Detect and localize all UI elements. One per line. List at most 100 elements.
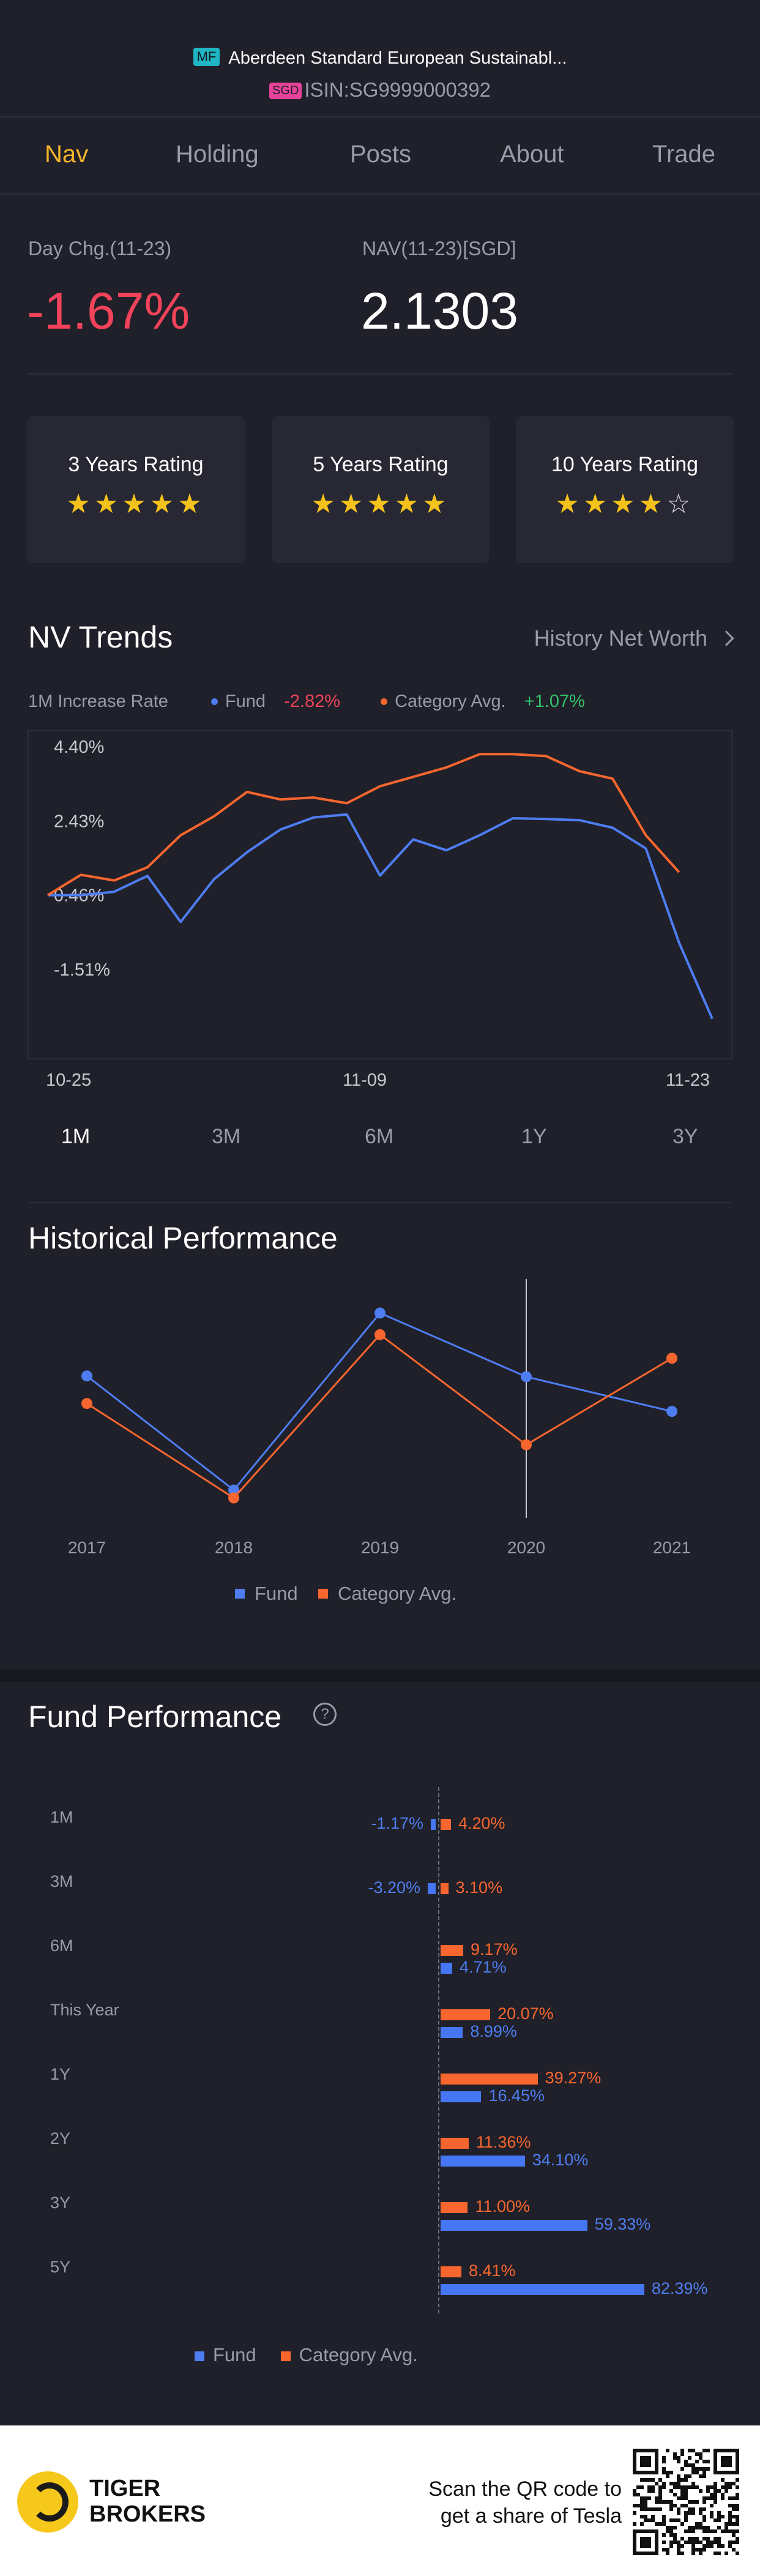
tab-posts[interactable]: Posts — [350, 141, 412, 168]
qr-module — [699, 2474, 702, 2478]
category-legend-label: Category Avg. — [395, 692, 506, 711]
qr-code-icon[interactable] — [633, 2449, 740, 2556]
qr-module — [717, 2537, 721, 2541]
category-history-point[interactable] — [228, 1492, 239, 1504]
qr-module — [728, 2544, 732, 2548]
category-legend-swatch-icon — [318, 1589, 328, 1599]
historical-performance-title: Historical Performance — [28, 1221, 338, 1255]
range-3m-button[interactable]: 3M — [212, 1125, 241, 1148]
fund-history-point[interactable] — [374, 1307, 386, 1319]
qr-module — [713, 2482, 717, 2485]
qr-module — [702, 2518, 706, 2522]
qr-module — [680, 2552, 684, 2555]
help-icon[interactable]: ? — [313, 1703, 337, 1726]
range-3y-button[interactable]: 3Y — [672, 1125, 698, 1148]
qr-module — [702, 2526, 706, 2529]
fund-title: MF Aberdeen Standard European Sustainabl.… — [0, 48, 760, 69]
category-history-point[interactable] — [521, 1439, 532, 1450]
fund-history-point[interactable] — [81, 1370, 92, 1382]
qr-module — [691, 2449, 695, 2452]
qr-module — [647, 2496, 651, 2500]
qr-module — [713, 2552, 717, 2555]
qr-module — [732, 2541, 736, 2544]
fund-legend-dot-icon — [210, 698, 218, 705]
qr-module — [640, 2522, 644, 2526]
qr-module — [736, 2518, 739, 2522]
tab-holding[interactable]: Holding — [176, 141, 259, 168]
qr-module — [644, 2518, 647, 2522]
qr-module — [669, 2526, 673, 2529]
qr-module — [736, 2537, 739, 2541]
isin-text: ISIN:SG9999000392 — [304, 78, 491, 101]
qr-module — [644, 2515, 647, 2518]
qr-module — [688, 2463, 691, 2467]
qr-module — [699, 2467, 702, 2471]
header-divider — [0, 116, 760, 118]
qr-module — [717, 2552, 721, 2555]
history-x-tick-label: 2019 — [361, 1538, 399, 1557]
category-history-point[interactable] — [81, 1398, 92, 1409]
qr-module — [680, 2478, 684, 2482]
qr-module — [699, 2511, 702, 2515]
qr-module — [706, 2526, 710, 2529]
fund-bar — [428, 1883, 436, 1894]
brand-name: TIGER BROKERS — [89, 2476, 206, 2527]
category-history-point[interactable] — [666, 1353, 677, 1364]
range-1y-button[interactable]: 1Y — [521, 1125, 547, 1148]
day-change-value: -1.67% — [27, 282, 190, 340]
qr-module — [658, 2478, 662, 2482]
historical-performance-chart: 2017 2018 2019 2020 2021 Fund Category Avg. — [68, 1279, 691, 1604]
category-legend-dot-icon — [381, 698, 388, 705]
rating-title: 3 Years Rating — [68, 453, 204, 476]
qr-module — [673, 2482, 677, 2485]
increase-rate-label: 1M Increase Rate — [28, 692, 168, 711]
tab-about[interactable]: About — [500, 141, 564, 168]
category-bar — [441, 1945, 464, 1956]
qr-module — [658, 2489, 662, 2493]
qr-module — [677, 2460, 680, 2463]
qr-module — [680, 2544, 684, 2548]
fund-history-point[interactable] — [666, 1406, 677, 1417]
category-bar — [441, 1819, 451, 1830]
category-history-point[interactable] — [374, 1329, 386, 1340]
qr-module — [684, 2515, 688, 2518]
qr-module — [673, 2493, 677, 2496]
fund-legend-label: Fund — [225, 692, 266, 711]
tab-trade[interactable]: Trade — [652, 141, 716, 168]
qr-module — [691, 2482, 695, 2485]
qr-module — [699, 2552, 702, 2555]
nv-x-tick-label: 11-23 — [666, 1070, 710, 1090]
qr-module — [710, 2493, 713, 2496]
qr-module — [695, 2541, 699, 2544]
qr-module — [651, 2518, 655, 2522]
qr-module — [684, 2485, 688, 2489]
qr-module — [713, 2537, 717, 2541]
star-filled-icon: ★ — [122, 489, 150, 519]
qr-module — [688, 2511, 691, 2515]
nv-chart-frame — [28, 730, 732, 1059]
history-net-worth-link[interactable]: History Net Worth — [534, 625, 734, 651]
qr-module — [702, 2496, 706, 2500]
qr-module — [636, 2504, 640, 2507]
category-bar — [441, 1883, 449, 1894]
qr-module — [691, 2471, 695, 2474]
qr-module — [688, 2507, 691, 2511]
range-1m-button[interactable]: 1M — [61, 1125, 91, 1148]
qr-module — [651, 2489, 655, 2493]
qr-module — [640, 2507, 644, 2511]
qr-module — [680, 2537, 684, 2541]
qr-module — [702, 2500, 706, 2504]
qr-module — [680, 2489, 684, 2493]
range-6m-button[interactable]: 6M — [365, 1125, 394, 1148]
tab-nav[interactable]: Nav — [45, 141, 89, 168]
fund-legend-label: Fund — [213, 2344, 256, 2365]
fund-history-point[interactable] — [521, 1371, 532, 1383]
category-bar-value: 39.27% — [545, 2069, 602, 2087]
history-x-tick-label: 2021 — [653, 1538, 691, 1557]
nv-y-tick-label: 2.43% — [54, 812, 104, 831]
fund-bar-value: 16.45% — [488, 2086, 545, 2105]
qr-module — [688, 2474, 691, 2478]
qr-module — [684, 2511, 688, 2515]
category-bar — [441, 2138, 469, 2149]
fund-history-point[interactable] — [228, 1484, 239, 1496]
